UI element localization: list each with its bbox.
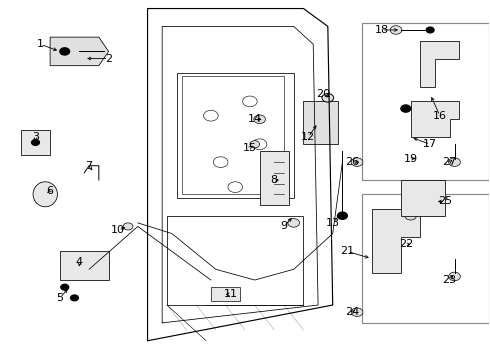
Circle shape (60, 48, 70, 55)
Bar (177, 73, 294, 198)
Text: 13: 13 (326, 218, 340, 228)
Circle shape (449, 272, 460, 281)
Text: 26: 26 (345, 157, 359, 167)
Circle shape (449, 158, 460, 166)
Text: 23: 23 (442, 275, 457, 285)
Polygon shape (411, 102, 460, 137)
Circle shape (338, 212, 347, 219)
Text: 6: 6 (47, 186, 53, 196)
Text: 21: 21 (340, 247, 354, 256)
Text: 10: 10 (111, 225, 125, 235)
Circle shape (405, 211, 416, 220)
Text: 15: 15 (243, 143, 257, 153)
Text: 27: 27 (442, 157, 457, 167)
Circle shape (254, 115, 266, 123)
Text: 3: 3 (32, 132, 39, 142)
Bar (260, 152, 289, 205)
Text: 17: 17 (423, 139, 437, 149)
Bar (167, 216, 303, 305)
Polygon shape (372, 208, 420, 273)
Circle shape (401, 105, 411, 112)
Text: 4: 4 (76, 257, 83, 267)
Bar (401, 180, 445, 216)
Bar (182, 76, 284, 194)
Bar (362, 194, 489, 323)
Text: 9: 9 (280, 221, 288, 231)
Text: 20: 20 (316, 89, 330, 99)
Polygon shape (50, 37, 109, 66)
Circle shape (31, 140, 39, 145)
Circle shape (426, 27, 434, 33)
Polygon shape (420, 41, 460, 87)
Circle shape (123, 223, 133, 230)
Text: 8: 8 (270, 175, 278, 185)
Circle shape (71, 295, 78, 301)
Text: 11: 11 (223, 289, 237, 299)
Bar (303, 102, 338, 144)
Text: 14: 14 (247, 114, 262, 124)
Text: 12: 12 (301, 132, 316, 142)
Text: 24: 24 (345, 307, 359, 317)
Text: 1: 1 (37, 39, 44, 49)
Text: 22: 22 (399, 239, 413, 249)
Text: 2: 2 (105, 54, 112, 64)
Circle shape (351, 308, 363, 316)
Bar (211, 287, 240, 301)
Circle shape (322, 94, 334, 102)
Circle shape (390, 26, 402, 34)
Circle shape (351, 158, 363, 166)
Circle shape (288, 219, 299, 227)
Bar (362, 23, 489, 180)
Text: 5: 5 (56, 293, 63, 303)
Text: 19: 19 (404, 154, 417, 163)
Circle shape (250, 141, 260, 148)
Ellipse shape (33, 182, 57, 207)
Text: 16: 16 (433, 111, 447, 121)
Circle shape (61, 284, 69, 290)
Text: 7: 7 (86, 161, 93, 171)
Bar (60, 251, 109, 280)
Text: 18: 18 (374, 25, 389, 35)
Text: 25: 25 (438, 197, 452, 206)
Bar (21, 130, 50, 155)
